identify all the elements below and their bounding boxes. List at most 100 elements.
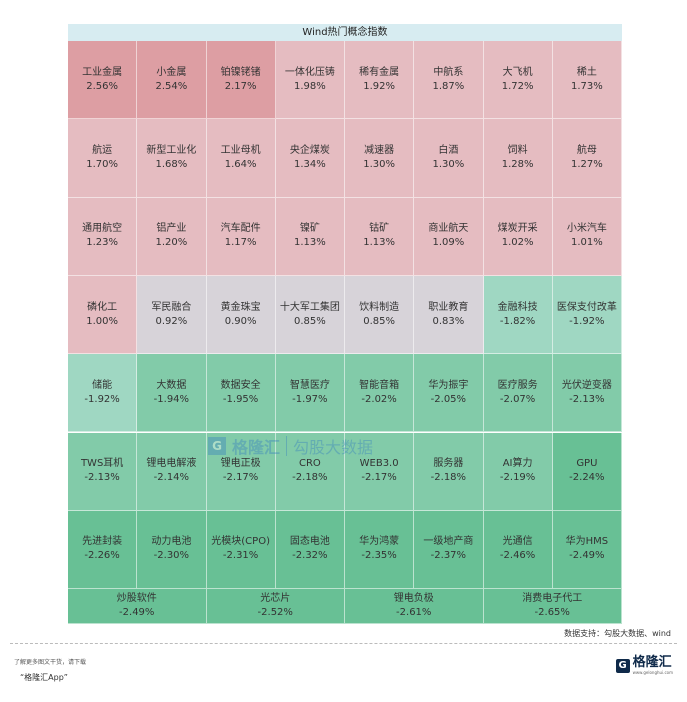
logo-icon: G bbox=[615, 659, 630, 673]
cell-value: 1.13% bbox=[293, 237, 326, 249]
cell-label: 大飞机 bbox=[502, 66, 533, 78]
cell-label: 航母 bbox=[576, 144, 597, 156]
cell-label: 中航系 bbox=[433, 66, 464, 78]
treemap-cell: 炒股软件 -2.49% bbox=[68, 589, 207, 624]
treemap-chart: Wind热门概念指数 工业金属 2.56% 小金属 2.54% 铂镍铑锗 2.17% 一体化… bbox=[68, 24, 622, 624]
treemap-cell: 锂电负极 -2.61% bbox=[345, 589, 484, 624]
cell-value: 2.56% bbox=[86, 80, 119, 92]
cell-value: 1.23% bbox=[86, 237, 119, 249]
cell-value: -2.46% bbox=[499, 550, 536, 562]
treemap-cell: 工业金属 2.56% bbox=[68, 41, 138, 120]
cell-label: 金融科技 bbox=[497, 301, 538, 313]
treemap-cell: 黄金珠宝 0.90% bbox=[206, 275, 276, 355]
cell-value: 0.90% bbox=[224, 315, 257, 327]
cell-value: -2.24% bbox=[569, 472, 605, 484]
treemap-cell: 医疗服务 -2.07% bbox=[483, 354, 553, 433]
treemap-cell: 饲料 1.28% bbox=[483, 119, 553, 198]
cell-label: 十大军工集团 bbox=[279, 301, 340, 313]
treemap-cell: 大飞机 1.72% bbox=[483, 41, 553, 120]
treemap-cell: 磷化工 1.00% bbox=[68, 275, 138, 355]
cell-value: -2.17% bbox=[361, 472, 397, 484]
treemap-cell: CRO -2.18% bbox=[275, 432, 345, 511]
treemap-cell: 白酒 1.30% bbox=[414, 119, 484, 198]
cell-value: -1.94% bbox=[153, 393, 190, 405]
cell-label: 一体化压铸 bbox=[284, 66, 335, 78]
cell-label: 航运 bbox=[92, 144, 113, 156]
treemap-cell: 铝产业 1.20% bbox=[137, 197, 207, 276]
treemap-cell: 航运 1.70% bbox=[68, 119, 138, 198]
cell-value: 1.30% bbox=[363, 158, 396, 170]
treemap-cell: 一级地产商 -2.37% bbox=[414, 510, 484, 590]
cell-value: 0.85% bbox=[363, 315, 396, 327]
cell-label: 一级地产商 bbox=[423, 536, 474, 548]
treemap-cell: 铂镍铑锗 2.17% bbox=[206, 41, 276, 120]
cell-label: 医保支付改革 bbox=[556, 301, 617, 313]
treemap-cell: 光伏逆变器 -2.13% bbox=[552, 354, 622, 433]
treemap-cell: 先进封装 -2.26% bbox=[68, 510, 138, 590]
treemap-cell: 锂电电解液 -2.14% bbox=[137, 432, 207, 511]
cell-value: 1.20% bbox=[155, 237, 188, 249]
cell-label: 锂电电解液 bbox=[146, 458, 197, 470]
cell-label: 先进封装 bbox=[82, 536, 123, 548]
cell-value: -2.31% bbox=[222, 550, 259, 562]
cell-label: 医疗服务 bbox=[497, 379, 538, 391]
cell-label: 减速器 bbox=[364, 144, 395, 156]
cell-label: 镍矿 bbox=[299, 223, 320, 235]
cell-label: 光芯片 bbox=[260, 593, 291, 605]
treemap-cell: TWS耳机 -2.13% bbox=[68, 432, 138, 511]
treemap-cell: 华为HMS -2.49% bbox=[552, 510, 622, 590]
cell-value: -2.52% bbox=[257, 607, 293, 619]
cell-label: 智慧医疗 bbox=[289, 379, 330, 391]
cell-label: 华为振宇 bbox=[428, 379, 469, 391]
cell-value: -1.97% bbox=[292, 393, 328, 405]
treemap-cell: 职业教育 0.83% bbox=[414, 275, 484, 355]
cell-label: 服务器 bbox=[433, 458, 464, 470]
brand-logo: G 格隆汇 www.gelonghui.com bbox=[615, 655, 673, 676]
cell-label: GPU bbox=[576, 458, 598, 470]
treemap-cell: 动力电池 -2.30% bbox=[137, 510, 207, 590]
treemap-cell: 金融科技 -1.82% bbox=[483, 275, 553, 355]
cell-label: 商业航天 bbox=[428, 223, 469, 235]
cell-label: 铂镍铑锗 bbox=[220, 66, 261, 78]
cell-value: 2.54% bbox=[155, 80, 188, 92]
cell-value: 2.17% bbox=[224, 80, 257, 92]
cell-value: -2.17% bbox=[222, 472, 259, 484]
cell-label: 工业母机 bbox=[220, 144, 261, 156]
cell-label: 智能音箱 bbox=[359, 379, 400, 391]
footer-download-text: 了解更多图文干货，请下载 bbox=[14, 659, 87, 666]
cell-value: 1.68% bbox=[155, 158, 188, 170]
cell-label: 稀有金属 bbox=[359, 66, 400, 78]
cell-value: -1.82% bbox=[499, 315, 536, 327]
logo-name: 格隆汇 bbox=[632, 655, 672, 670]
cell-label: 炒股软件 bbox=[116, 593, 157, 605]
cell-label: 黄金珠宝 bbox=[220, 301, 261, 313]
treemap-cell: 锂电正极 -2.17% bbox=[206, 432, 276, 511]
cell-label: 饲料 bbox=[507, 144, 528, 156]
cell-value: 1.09% bbox=[432, 237, 465, 249]
cell-label: 华为HMS bbox=[565, 536, 609, 548]
treemap-cell: 饮料制造 0.85% bbox=[345, 275, 415, 355]
treemap-cell: 减速器 1.30% bbox=[345, 119, 415, 198]
cell-value: 1.73% bbox=[570, 80, 603, 92]
treemap-cell: 煤炭开采 1.02% bbox=[483, 197, 553, 276]
cell-label: 数据安全 bbox=[220, 379, 261, 391]
cell-value: -2.19% bbox=[499, 472, 536, 484]
footer-divider bbox=[10, 643, 677, 644]
cell-value: 0.83% bbox=[432, 315, 465, 327]
cell-label: 饮料制造 bbox=[359, 301, 400, 313]
cell-value: 1.01% bbox=[570, 237, 603, 249]
cell-label: 工业金属 bbox=[82, 66, 123, 78]
cell-label: 职业教育 bbox=[428, 301, 469, 313]
cell-label: 光伏逆变器 bbox=[561, 379, 612, 391]
treemap-cell: 光通信 -2.46% bbox=[483, 510, 553, 590]
cell-label: 小米汽车 bbox=[566, 223, 607, 235]
cell-value: -2.07% bbox=[499, 393, 536, 405]
treemap-cell: 智慧医疗 -1.97% bbox=[275, 354, 345, 433]
cell-label: 白酒 bbox=[438, 144, 459, 156]
cell-value: -2.13% bbox=[84, 472, 120, 484]
cell-label: 光模块(CPO) bbox=[211, 536, 270, 548]
cell-value: -1.92% bbox=[569, 315, 605, 327]
treemap-cell: 智能音箱 -2.02% bbox=[345, 354, 415, 433]
cell-value: 1.17% bbox=[224, 237, 257, 249]
cell-value: -2.49% bbox=[569, 550, 605, 562]
